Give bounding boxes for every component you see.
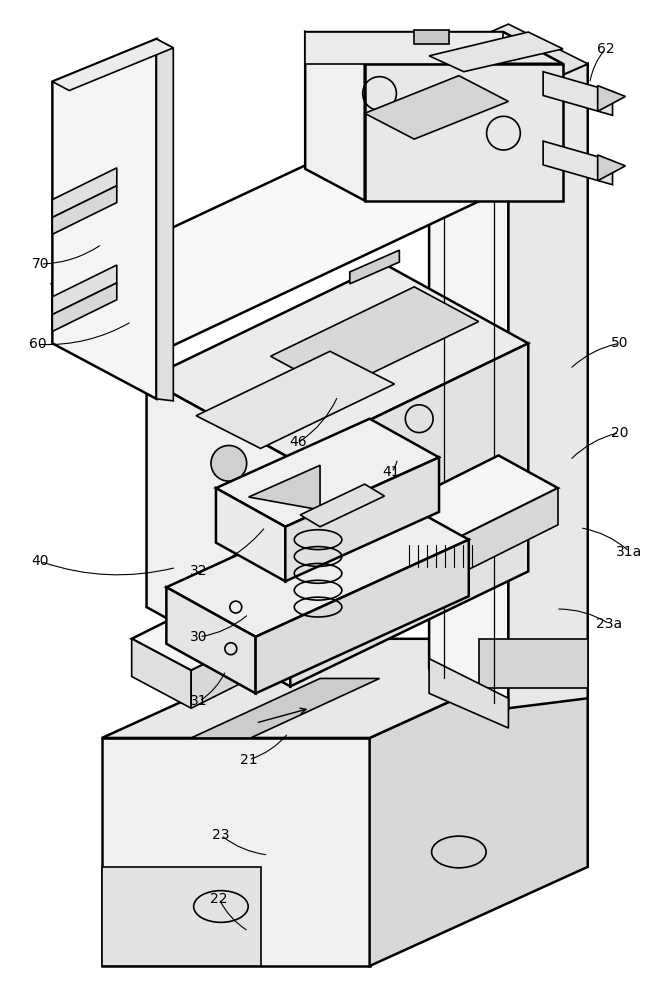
- Polygon shape: [132, 639, 191, 708]
- Polygon shape: [52, 265, 117, 315]
- Polygon shape: [429, 32, 563, 72]
- Text: 62: 62: [597, 42, 615, 56]
- Polygon shape: [191, 678, 380, 738]
- Polygon shape: [285, 457, 439, 581]
- Polygon shape: [216, 419, 439, 527]
- Text: 41: 41: [383, 465, 400, 479]
- Polygon shape: [508, 64, 588, 708]
- Polygon shape: [270, 287, 478, 391]
- Polygon shape: [256, 540, 469, 693]
- Polygon shape: [370, 639, 588, 966]
- Text: 30: 30: [190, 630, 208, 644]
- Polygon shape: [543, 141, 613, 185]
- Polygon shape: [167, 490, 469, 637]
- Text: 31a: 31a: [616, 545, 643, 559]
- Polygon shape: [249, 465, 320, 510]
- Polygon shape: [305, 32, 503, 64]
- Polygon shape: [146, 379, 290, 686]
- Text: 23: 23: [212, 828, 230, 842]
- Polygon shape: [365, 76, 508, 139]
- Polygon shape: [478, 639, 588, 688]
- Polygon shape: [102, 867, 260, 966]
- Text: 40: 40: [32, 554, 49, 568]
- Text: 32: 32: [190, 564, 208, 578]
- Polygon shape: [300, 484, 385, 527]
- Text: 31: 31: [190, 694, 208, 708]
- Circle shape: [211, 445, 247, 481]
- Text: 22: 22: [210, 892, 228, 906]
- Polygon shape: [52, 283, 117, 331]
- Polygon shape: [52, 284, 171, 383]
- Polygon shape: [350, 250, 399, 284]
- Polygon shape: [52, 39, 156, 399]
- Polygon shape: [429, 59, 508, 708]
- Text: 70: 70: [32, 257, 49, 271]
- Polygon shape: [132, 455, 558, 671]
- Polygon shape: [598, 155, 626, 181]
- Polygon shape: [598, 86, 626, 111]
- Polygon shape: [167, 587, 256, 693]
- Polygon shape: [305, 32, 365, 201]
- Polygon shape: [429, 24, 588, 98]
- Polygon shape: [429, 659, 508, 728]
- Text: 20: 20: [611, 426, 628, 440]
- Polygon shape: [102, 639, 588, 738]
- Polygon shape: [365, 64, 563, 201]
- Polygon shape: [414, 30, 449, 44]
- Text: 23a: 23a: [596, 617, 622, 631]
- Polygon shape: [52, 121, 518, 346]
- Polygon shape: [191, 488, 558, 708]
- Text: 46: 46: [290, 435, 307, 449]
- Polygon shape: [543, 72, 613, 115]
- Text: 21: 21: [240, 753, 258, 767]
- Polygon shape: [52, 168, 117, 217]
- Polygon shape: [52, 39, 173, 91]
- Polygon shape: [290, 343, 528, 686]
- Polygon shape: [102, 738, 370, 966]
- Polygon shape: [216, 488, 285, 581]
- Polygon shape: [146, 264, 528, 458]
- Text: 60: 60: [29, 337, 46, 351]
- Polygon shape: [156, 39, 173, 401]
- Text: 50: 50: [611, 336, 628, 350]
- Polygon shape: [305, 32, 563, 64]
- Polygon shape: [52, 186, 117, 234]
- Polygon shape: [196, 351, 395, 448]
